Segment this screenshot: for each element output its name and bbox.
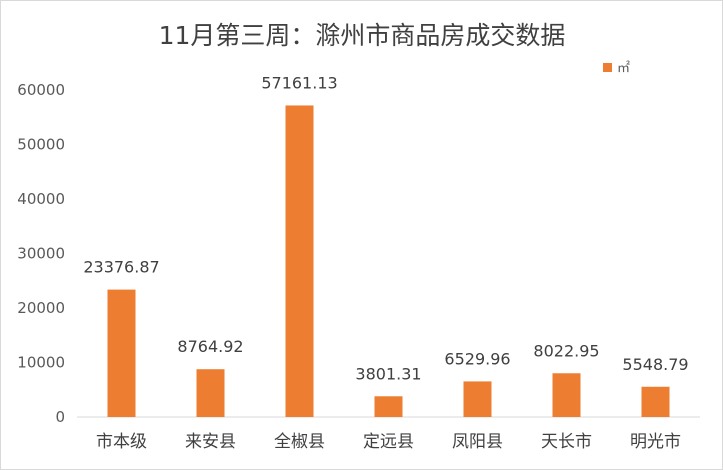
category-label-5: 天长市 xyxy=(541,432,592,452)
bar-3 xyxy=(374,396,403,417)
category-label-0: 市本级 xyxy=(96,432,147,452)
data-label-1: 8764.92 xyxy=(177,337,243,356)
data-label-2: 57161.13 xyxy=(261,73,337,92)
y-tick-label-0: 0 xyxy=(55,408,65,426)
category-label-2: 全椒县 xyxy=(274,432,325,452)
y-tick-label-2: 20000 xyxy=(17,299,65,317)
y-tick-label-5: 50000 xyxy=(17,136,65,154)
bar-series xyxy=(107,105,670,418)
legend-label: ㎡ xyxy=(617,61,630,76)
category-label-4: 凤阳县 xyxy=(452,432,503,452)
y-tick-label-4: 40000 xyxy=(17,190,65,208)
chart-title: 11月第三周：滁州市商品房成交数据 xyxy=(159,21,566,50)
bar-4 xyxy=(463,381,492,417)
bar-6 xyxy=(641,386,670,417)
y-axis-ticks: 0 10000 20000 30000 40000 50000 60000 xyxy=(17,81,65,426)
data-labels: 23376.87 8764.92 57161.13 3801.31 6529.96 802… xyxy=(83,73,688,383)
data-label-5: 8022.95 xyxy=(533,341,599,360)
category-label-1: 来安县 xyxy=(185,432,236,452)
category-label-3: 定远县 xyxy=(363,432,414,452)
bar-2 xyxy=(285,105,314,418)
bar-5 xyxy=(552,373,581,417)
category-labels: 市本级 来安县 全椒县 定远县 凤阳县 天长市 明光市 xyxy=(96,432,681,452)
data-label-4: 6529.96 xyxy=(444,349,510,368)
data-label-0: 23376.87 xyxy=(83,258,159,277)
y-tick-label-6: 60000 xyxy=(17,81,65,99)
y-tick-label-3: 30000 xyxy=(17,245,65,263)
bar-1 xyxy=(196,369,225,417)
bar-0 xyxy=(107,289,136,417)
data-label-6: 5548.79 xyxy=(622,355,688,374)
legend-swatch xyxy=(603,63,612,72)
data-label-3: 3801.31 xyxy=(355,364,421,383)
y-tick-label-1: 10000 xyxy=(17,354,65,372)
category-label-6: 明光市 xyxy=(630,432,681,452)
